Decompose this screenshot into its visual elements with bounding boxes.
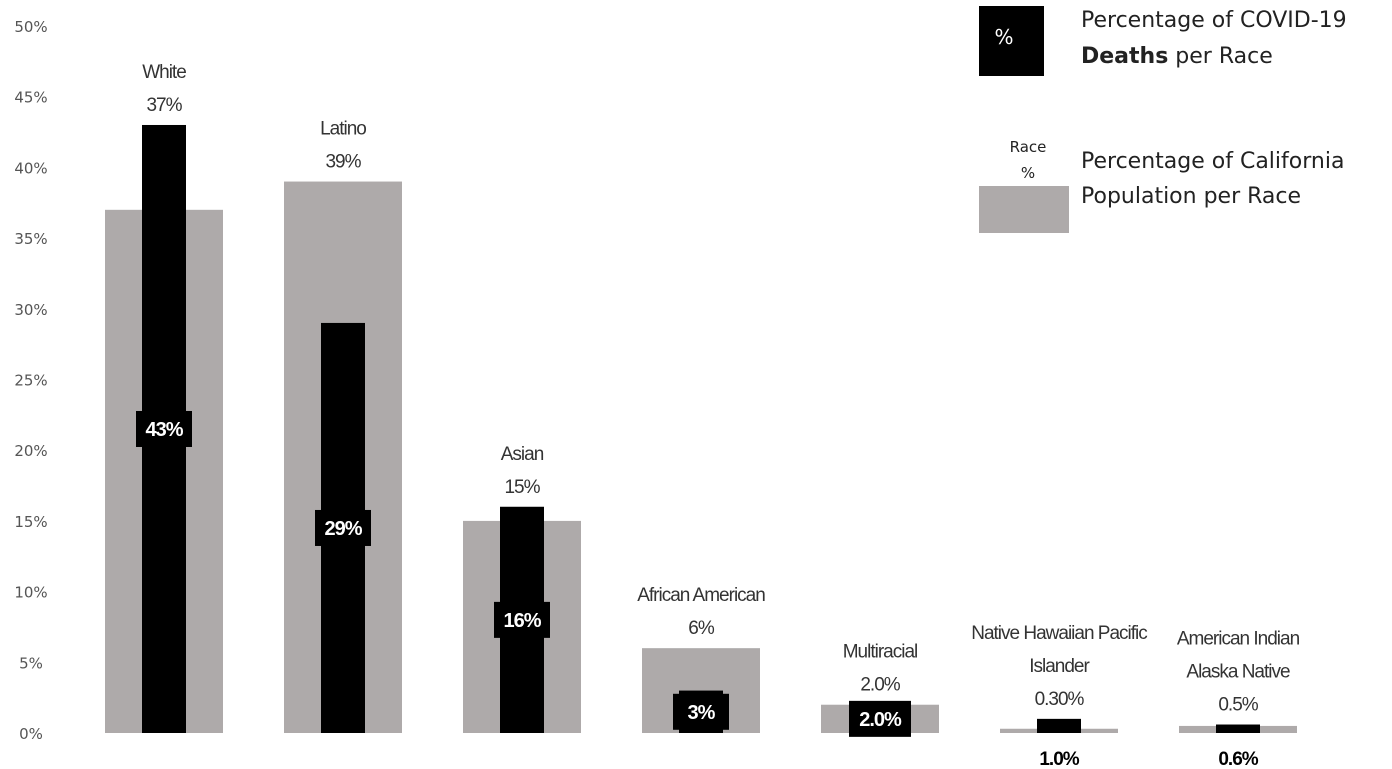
death-value-label: 1.0% bbox=[1039, 749, 1079, 769]
legend-population-icon-line1: Race bbox=[1010, 138, 1047, 156]
category-label: Native Hawaiian Pacific bbox=[971, 623, 1147, 644]
legend: % Percentage of COVID-19 Deaths per Race… bbox=[979, 6, 1347, 233]
y-tick-label: 45% bbox=[14, 89, 47, 107]
y-tick-label: 15% bbox=[14, 513, 47, 531]
y-tick-label: 5% bbox=[19, 654, 43, 672]
category-label: Asian bbox=[501, 444, 544, 465]
y-axis: 0% 5% 10% 15% 20% 25% 30% 35% 40% 45% 50% bbox=[14, 18, 47, 743]
legend-population-icon-line2: % bbox=[1021, 164, 1035, 182]
legend-deaths-line2: Deaths per Race bbox=[1081, 44, 1273, 69]
death-value-box bbox=[849, 700, 911, 737]
y-tick-label: 20% bbox=[14, 442, 47, 460]
death-value-label: 43% bbox=[145, 419, 183, 441]
category-label: Alaska Native bbox=[1186, 662, 1290, 683]
legend-swatch-deaths bbox=[979, 6, 1044, 76]
death-value-label: 29% bbox=[324, 518, 362, 540]
death-value-label: 2.0% bbox=[859, 709, 902, 731]
y-tick-label: 40% bbox=[14, 159, 47, 177]
population-value-label: 2.0% bbox=[860, 675, 900, 696]
death-value-label: 0.6% bbox=[1218, 749, 1258, 769]
population-value-label: 0.5% bbox=[1218, 695, 1258, 716]
category-label: African American bbox=[637, 585, 765, 606]
death-bar bbox=[1216, 724, 1260, 733]
category-label: Latino bbox=[320, 119, 366, 140]
legend-swatch-population bbox=[979, 186, 1069, 233]
y-tick-label: 25% bbox=[14, 372, 47, 390]
population-value-label: 6% bbox=[688, 618, 715, 639]
y-tick-label: 30% bbox=[14, 301, 47, 319]
population-value-label: 39% bbox=[325, 152, 361, 173]
category-label: Multiracial bbox=[843, 642, 918, 663]
population-value-label: 0.30% bbox=[1035, 689, 1085, 710]
population-value-label: 15% bbox=[504, 477, 540, 498]
legend-deaths-bold: Deaths bbox=[1081, 44, 1168, 69]
death-value-label: 3% bbox=[688, 702, 716, 724]
death-bar bbox=[1037, 718, 1081, 733]
category-label: White bbox=[142, 62, 186, 83]
legend-population-line1: Percentage of California bbox=[1081, 149, 1344, 174]
category-label: Islander bbox=[1029, 656, 1090, 677]
death-value-label: 16% bbox=[503, 610, 541, 632]
death-value-box bbox=[315, 509, 371, 546]
legend-deaths-icon-text: % bbox=[994, 25, 1013, 49]
death-value-box bbox=[494, 601, 550, 638]
category-label: American Indian bbox=[1177, 629, 1300, 650]
legend-population-line2: Population per Race bbox=[1081, 184, 1301, 209]
y-tick-label: 0% bbox=[19, 725, 43, 743]
y-tick-label: 50% bbox=[14, 18, 47, 36]
legend-deaths-rest: per Race bbox=[1168, 44, 1272, 69]
death-value-box bbox=[136, 410, 192, 447]
population-bars bbox=[105, 181, 1297, 734]
death-value-box bbox=[673, 693, 729, 730]
y-tick-label: 10% bbox=[14, 584, 47, 602]
y-tick-label: 35% bbox=[14, 230, 47, 248]
data-labels: White 37% 43% Latino 39% 29% Asian 15% 16% Africa… bbox=[136, 62, 1301, 769]
population-value-label: 37% bbox=[146, 95, 182, 116]
legend-deaths-line1: Percentage of COVID-19 bbox=[1081, 8, 1347, 33]
